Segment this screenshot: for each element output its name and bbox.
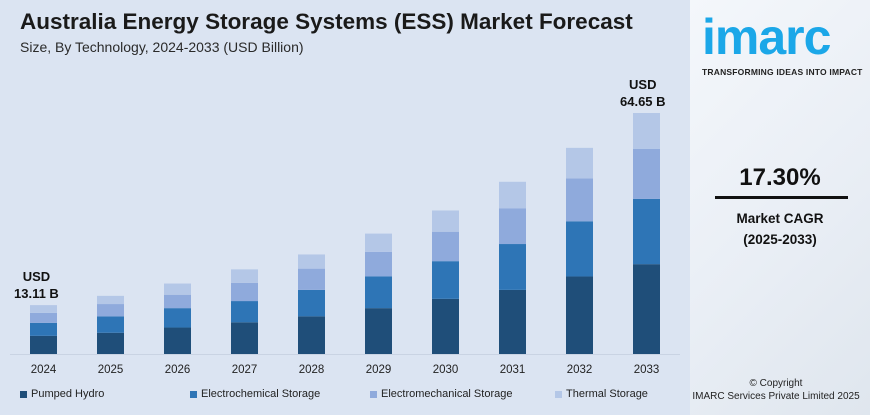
copyright-line: © Copyright [749,378,803,389]
bar-electromechanical-storage-2026 [164,294,191,309]
x-tick-label: 2026 [165,364,191,376]
annotation-value: 13.11 B [14,286,59,301]
bar-electrochemical-storage-2030 [432,261,459,299]
imarc-logo: imarc [702,9,831,65]
cagr-label: Market CAGR (2025-2033) [690,208,870,250]
x-tick-label: 2027 [232,364,258,376]
x-tick-label: 2024 [31,364,57,376]
bar-electrochemical-storage-2033 [633,198,660,265]
x-tick-label: 2028 [299,364,325,376]
bar-electromechanical-storage-2027 [231,282,258,302]
copyright: © Copyright IMARC Services Private Limit… [690,377,868,403]
bar-pumped-hydro-2027 [231,322,258,354]
copyright-company: IMARC Services Private Limited 2025 [692,391,860,402]
bar-electromechanical-storage-2025 [97,304,124,317]
legend-label: Electrochemical Storage [201,388,321,400]
divider [715,196,848,199]
bar-thermal-storage-2032 [566,147,593,179]
bar-electromechanical-storage-2030 [432,231,459,262]
bar-electromechanical-storage-2028 [298,268,325,290]
bar-electromechanical-storage-2024 [30,312,57,323]
bar-electrochemical-storage-2032 [566,221,593,277]
bar-electromechanical-storage-2033 [633,148,660,199]
bar-thermal-storage-2028 [298,254,325,269]
bar-thermal-storage-2029 [365,233,392,252]
bar-pumped-hydro-2031 [499,289,526,354]
annotation-currency: USD [629,77,657,92]
legend-swatch [555,390,562,398]
x-tick-label: 2025 [98,364,124,376]
bar-electrochemical-storage-2024 [30,322,57,336]
bar-thermal-storage-2025 [97,295,124,305]
x-tick-label: 2030 [433,364,459,376]
bar-pumped-hydro-2032 [566,276,593,354]
legend-item-electromechanical: Electromechanical Storage [370,388,555,400]
legend: Pumped Hydro Electrochemical Storage Ele… [20,388,648,400]
bar-pumped-hydro-2033 [633,264,660,354]
legend-swatch [190,390,197,398]
bar-thermal-storage-2026 [164,283,191,295]
x-tick-label: 2032 [567,364,593,376]
cagr-period: (2025-2033) [743,232,817,247]
bar-electrochemical-storage-2027 [231,301,258,323]
legend-swatch [370,390,377,398]
chart-subtitle: Size, By Technology, 2024-2033 (USD Bill… [20,39,304,55]
bar-electrochemical-storage-2026 [164,308,191,328]
legend-swatch [20,390,27,398]
bar-electrochemical-storage-2025 [97,316,124,333]
bar-thermal-storage-2031 [499,181,526,209]
bar-electromechanical-storage-2029 [365,251,392,277]
bar-chart: 2024 2025 2026 2027 2028 2029 2030 2031 2032 2033 [10,113,680,376]
annotation-2024: USD 13.11 B [14,268,59,302]
bar-electrochemical-storage-2031 [499,244,526,290]
chart-title: Australia Energy Storage Systems (ESS) M… [20,9,633,34]
bar-pumped-hydro-2029 [365,308,392,354]
info-panel: imarc TRANSFORMING IDEAS INTO IMPACT 17.… [690,0,870,415]
bar-thermal-storage-2027 [231,269,258,283]
bar-electrochemical-storage-2029 [365,276,392,309]
annotation-2033: USD 64.65 B [620,76,666,110]
brand-tagline: TRANSFORMING IDEAS INTO IMPACT [702,67,863,77]
chart-panel: Australia Energy Storage Systems (ESS) M… [10,9,680,400]
bar-thermal-storage-2030 [432,210,459,232]
bar-pumped-hydro-2025 [97,332,124,354]
bar-thermal-storage-2024 [30,305,57,313]
legend-label: Pumped Hydro [31,388,105,400]
annotation-value: 64.65 B [620,94,666,109]
bar-pumped-hydro-2028 [298,316,325,354]
legend-label: Electromechanical Storage [381,388,513,400]
bar-thermal-storage-2033 [633,113,660,149]
x-tick-label: 2029 [366,364,392,376]
cagr-value: 17.30% [739,164,821,191]
annotation-currency: USD [22,269,51,284]
bar-electromechanical-storage-2032 [566,178,593,222]
bar-electrochemical-storage-2028 [298,289,325,317]
bar-pumped-hydro-2024 [30,335,57,354]
bar-electromechanical-storage-2031 [499,208,526,245]
x-tick-label: 2031 [500,364,526,376]
cagr-label-text: Market CAGR [736,211,824,226]
legend-item-pumped-hydro: Pumped Hydro [20,388,190,400]
legend-item-electrochemical: Electrochemical Storage [190,388,370,400]
x-tick-label: 2033 [634,364,660,376]
bar-pumped-hydro-2026 [164,327,191,354]
bar-pumped-hydro-2030 [432,298,459,354]
legend-label: Thermal Storage [566,388,648,400]
legend-item-thermal: Thermal Storage [555,388,648,400]
